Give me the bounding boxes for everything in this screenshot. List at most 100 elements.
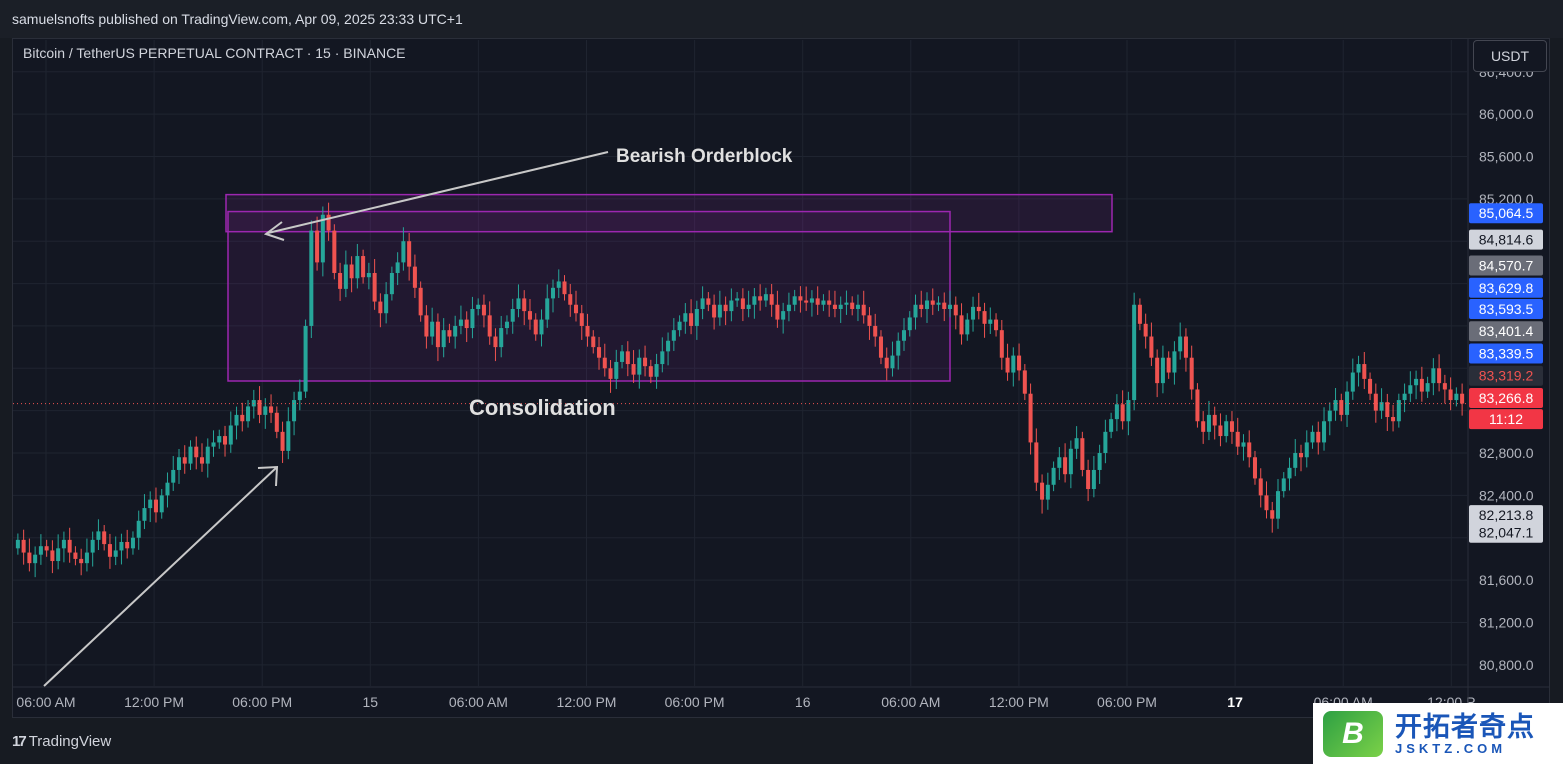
candle-body[interactable] [182, 457, 187, 464]
candle-body[interactable] [994, 319, 999, 331]
candle-body[interactable] [971, 306, 976, 320]
candle-body[interactable] [896, 340, 901, 356]
candle-body[interactable] [1017, 355, 1022, 371]
candle-body[interactable] [447, 330, 452, 337]
candle-body[interactable] [240, 414, 245, 422]
candle-body[interactable] [827, 300, 832, 305]
candle-body[interactable] [666, 340, 671, 352]
candle-body[interactable] [1437, 368, 1442, 384]
candle-body[interactable] [723, 304, 728, 312]
candle-body[interactable] [683, 313, 688, 322]
candle-body[interactable] [1339, 400, 1344, 415]
candle-body[interactable] [781, 311, 786, 320]
candle-body[interactable] [758, 296, 763, 301]
candle-body[interactable] [136, 520, 141, 538]
candle-body[interactable] [522, 298, 527, 312]
candle-body[interactable] [487, 315, 492, 337]
candle-body[interactable] [1304, 442, 1309, 458]
candle-body[interactable] [297, 391, 302, 401]
candle-body[interactable] [1091, 469, 1096, 490]
candle-body[interactable] [867, 315, 872, 326]
candle-body[interactable] [597, 347, 602, 358]
candle-body[interactable] [1201, 421, 1206, 432]
candle-body[interactable] [372, 272, 377, 302]
candle-body[interactable] [1368, 378, 1373, 394]
candle-body[interactable] [1419, 378, 1424, 392]
candle-body[interactable] [153, 499, 158, 513]
candle-body[interactable] [1080, 438, 1085, 470]
candle-body[interactable] [568, 294, 573, 305]
candle-body[interactable] [395, 262, 400, 273]
candle-body[interactable] [1132, 304, 1137, 401]
candle-body[interactable] [948, 304, 953, 309]
candle-body[interactable] [355, 256, 360, 279]
candle-body[interactable] [211, 442, 216, 447]
candle-body[interactable] [130, 537, 135, 549]
candle-body[interactable] [378, 301, 383, 314]
candle-body[interactable] [418, 287, 423, 316]
candle-body[interactable] [1350, 372, 1355, 392]
candle-body[interactable] [965, 319, 970, 335]
candle-body[interactable] [861, 304, 866, 316]
candle-body[interactable] [435, 321, 440, 348]
candle-body[interactable] [631, 364, 636, 375]
candle-body[interactable] [953, 304, 958, 316]
candle-body[interactable] [706, 298, 711, 305]
candle-body[interactable] [936, 302, 941, 305]
candle-body[interactable] [585, 325, 590, 337]
candle-body[interactable] [292, 400, 297, 422]
candle-body[interactable] [1086, 469, 1091, 490]
candle-body[interactable] [1247, 442, 1252, 458]
candle-body[interactable] [775, 304, 780, 320]
candle-body[interactable] [269, 406, 274, 413]
candle-body[interactable] [44, 546, 49, 551]
candle-body[interactable] [1408, 385, 1413, 394]
candle-body[interactable] [401, 241, 406, 263]
candle-body[interactable] [654, 364, 659, 377]
candle-body[interactable] [458, 319, 463, 326]
candle-body[interactable] [873, 325, 878, 337]
candle-body[interactable] [125, 541, 130, 549]
candle-body[interactable] [1155, 357, 1160, 384]
candle-body[interactable] [579, 313, 584, 326]
candle-body[interactable] [1252, 457, 1257, 479]
candle-body[interactable] [643, 357, 648, 367]
candle-body[interactable] [844, 302, 849, 305]
candle-body[interactable] [315, 230, 320, 263]
candle-body[interactable] [1235, 431, 1240, 447]
candle-body[interactable] [424, 315, 429, 337]
candle-body[interactable] [1396, 400, 1401, 422]
candle-body[interactable] [1063, 457, 1068, 475]
candle-body[interactable] [821, 300, 826, 305]
candle-body[interactable] [855, 304, 860, 309]
candle-body[interactable] [1074, 438, 1079, 449]
candle-body[interactable] [700, 298, 705, 309]
candle-body[interactable] [1264, 495, 1269, 511]
candle-body[interactable] [1356, 364, 1361, 373]
candle-body[interactable] [389, 272, 394, 295]
bearish-orderblock-box[interactable] [225, 193, 1113, 233]
candle-body[interactable] [786, 304, 791, 312]
candle-body[interactable] [712, 304, 717, 318]
candle-body[interactable] [246, 406, 251, 422]
candle-body[interactable] [332, 230, 337, 273]
candle-body[interactable] [73, 552, 78, 559]
candle-body[interactable] [1275, 491, 1281, 519]
candle-body[interactable] [562, 281, 567, 295]
candle-body[interactable] [924, 300, 930, 309]
candle-body[interactable] [1258, 478, 1263, 496]
candle-body[interactable] [556, 281, 561, 288]
candle-body[interactable] [217, 436, 222, 443]
candle-body[interactable] [476, 304, 481, 309]
candle-body[interactable] [510, 308, 515, 322]
candle-body[interactable] [1270, 510, 1275, 519]
candle-body[interactable] [499, 328, 504, 348]
candle-body[interactable] [769, 294, 774, 305]
candle-body[interactable] [735, 298, 740, 301]
candle-body[interactable] [1183, 336, 1188, 358]
candle-body[interactable] [384, 294, 389, 314]
candle-body[interactable] [1224, 421, 1229, 437]
candle-body[interactable] [33, 554, 38, 564]
candle-body[interactable] [349, 264, 354, 279]
candle-body[interactable] [550, 287, 556, 299]
